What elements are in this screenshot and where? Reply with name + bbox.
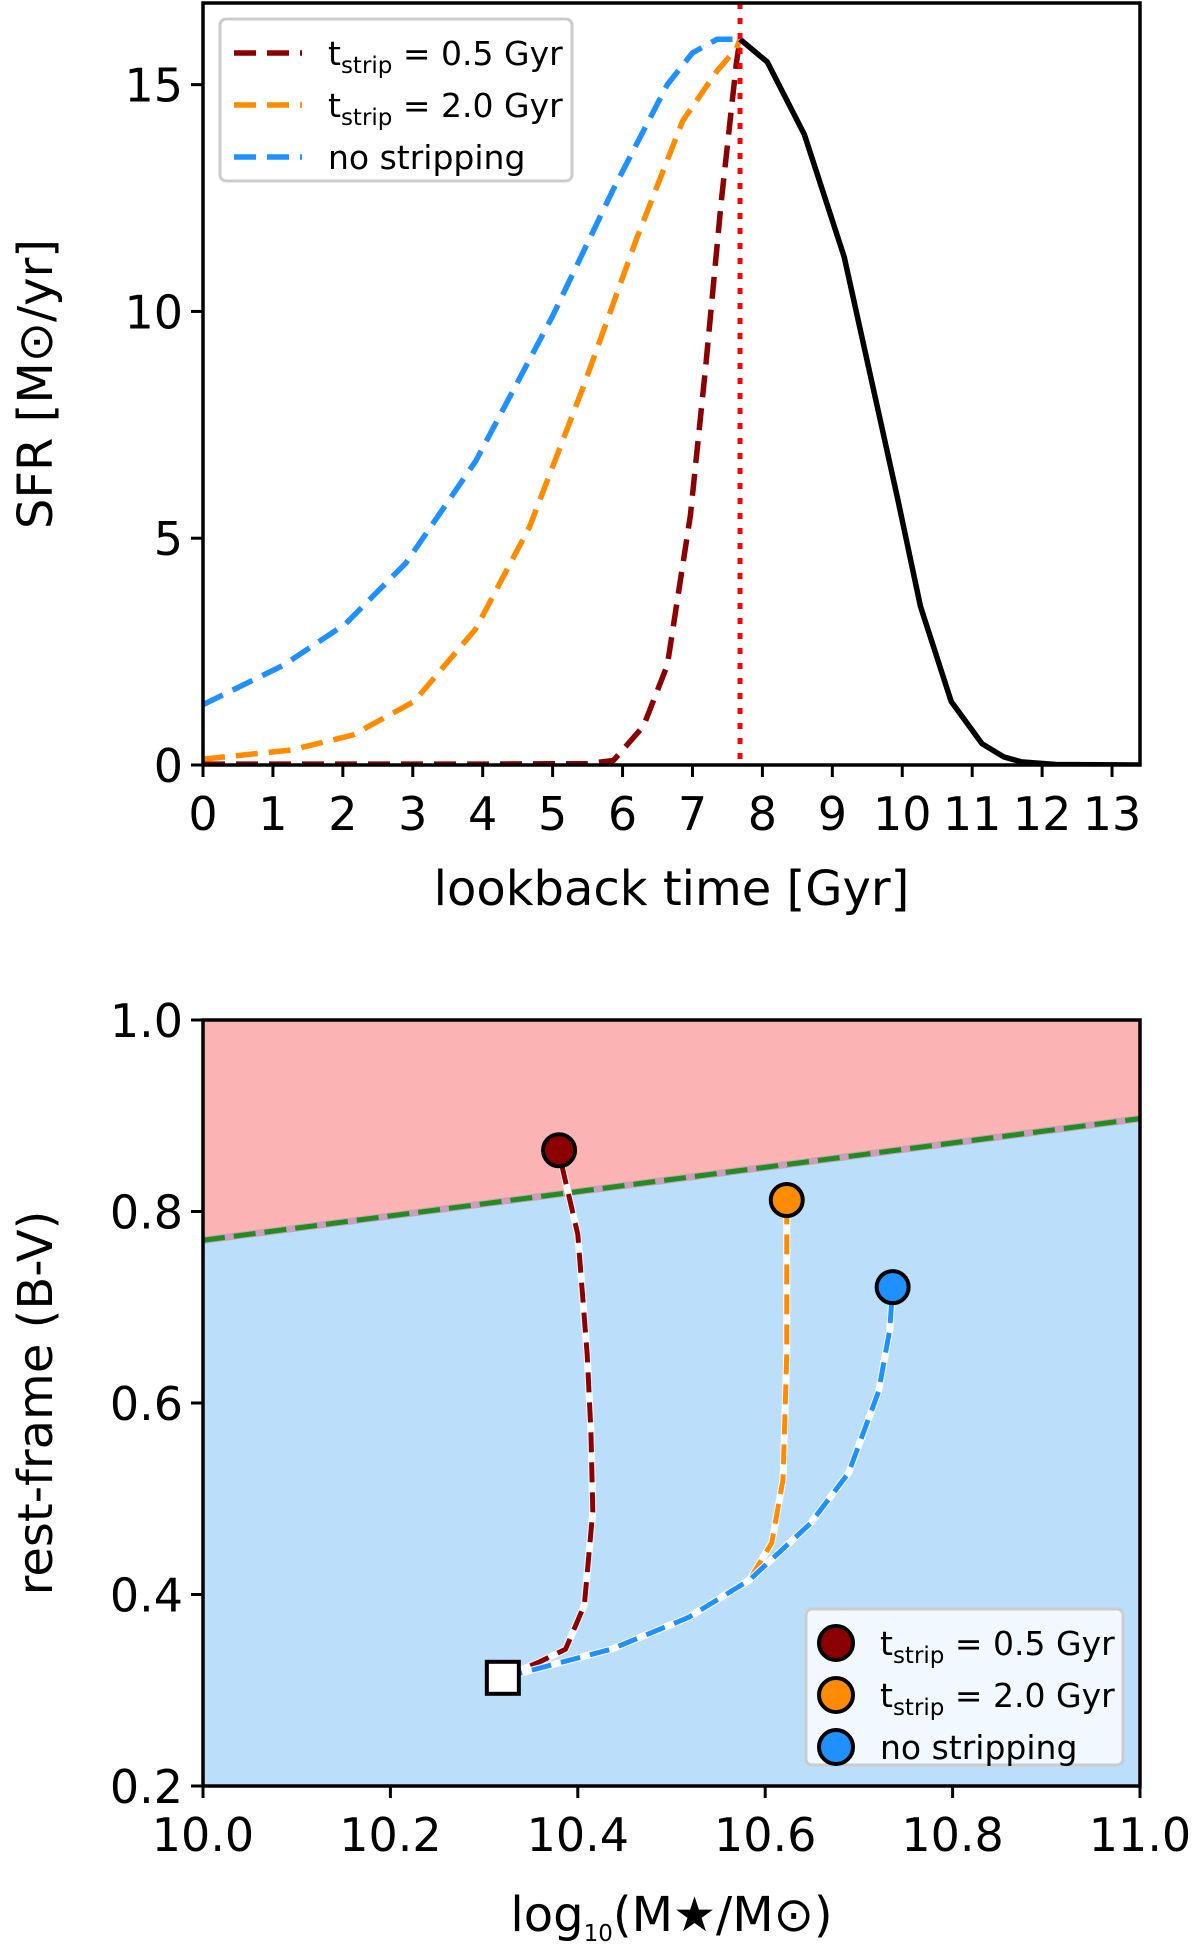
legend-marker-3 — [817, 1728, 855, 1766]
y-tick-label: 10 — [124, 285, 183, 339]
x-tick-label: 3 — [398, 787, 427, 841]
x-tick-label: 10 — [873, 787, 932, 841]
x-tick-label: 9 — [818, 787, 847, 841]
x-tick-label: 12 — [1013, 787, 1072, 841]
legend-marker-1 — [817, 1624, 855, 1662]
x-tick-label: 11 — [943, 787, 1002, 841]
x-axis-label: lookback time [Gyr] — [434, 861, 910, 917]
legend: tstrip = 0.5 Gyr tstrip = 2.0 Gyr no strip… — [804, 1607, 1125, 1767]
legend-label-3: no stripping — [880, 1728, 1077, 1767]
legend-label-2: tstrip = 2.0 Gyr — [880, 1676, 1115, 1721]
series-line-1 — [501, 1149, 596, 1681]
y-tick-label: 0.6 — [110, 1377, 183, 1431]
end-point-3 — [874, 1269, 911, 1306]
x-tick-label: 4 — [468, 787, 497, 841]
plot-area — [203, 3, 1140, 765]
y-axis-label: SFR [M⊙/yr] — [8, 239, 64, 529]
red-blue-divider-line — [203, 1116, 1140, 1243]
legend-label-1: tstrip = 0.5 Gyr — [880, 1624, 1115, 1669]
x-tick-label: 10.8 — [901, 1808, 1003, 1862]
x-tick-label: 6 — [608, 787, 637, 841]
legend-box — [804, 1607, 1125, 1767]
x-tick-label: 8 — [748, 787, 777, 841]
y-tick-label: 15 — [124, 59, 183, 113]
start-marker — [484, 1659, 521, 1696]
x-tick-label: 10.0 — [152, 1808, 254, 1862]
series-line-1 — [203, 38, 743, 765]
end-point-1 — [541, 1132, 578, 1169]
x-tick-label: 7 — [678, 787, 707, 841]
x-tick-label: 2 — [328, 787, 357, 841]
y-tick-label: 0.2 — [110, 1760, 183, 1814]
legend-box — [218, 17, 574, 183]
red-sequence-region — [203, 1020, 1140, 1241]
x-axis-label: log10(M★/M⊙) — [510, 1887, 832, 1947]
y-tick-label: 0.8 — [110, 1186, 183, 1240]
x-tick-label: 13 — [1083, 787, 1142, 841]
series-line-2 — [203, 38, 743, 762]
legend-label-3: no stripping — [328, 138, 525, 177]
x-tick-label: 0 — [188, 787, 217, 841]
x-tick-label: 1 — [258, 787, 287, 841]
series-line-2 — [502, 1200, 790, 1681]
x-tick-label: 11.0 — [1089, 1808, 1191, 1862]
y-tick-label: 1.0 — [110, 994, 183, 1048]
x-tick-label: 10.2 — [339, 1808, 441, 1862]
end-point-2 — [768, 1182, 805, 1219]
y-tick-label: 0.4 — [110, 1569, 183, 1623]
legend: tstrip = 0.5 Gyr tstrip = 2.0 Gyr no strip… — [218, 17, 574, 183]
y-tick-label: 5 — [154, 512, 183, 566]
legend-label-1: tstrip = 0.5 Gyr — [328, 34, 563, 79]
x-tick-label: 5 — [538, 787, 567, 841]
chart-panel-2: 10.0 10.2 10.4 10.6 10.8 11.0 0.2 0.4 0.6 0.8 1.0 l… — [8, 994, 1191, 1947]
series-line-3 — [502, 1286, 896, 1681]
y-axis-label: rest-frame (B-V) — [8, 1211, 64, 1596]
legend-marker-2 — [817, 1676, 855, 1714]
x-tick-label: 10.4 — [527, 1808, 629, 1862]
series-line-4 — [738, 37, 1140, 765]
axes-frame — [201, 1, 1142, 767]
x-tick-label: 10.6 — [714, 1808, 816, 1862]
series-line-3 — [203, 36, 741, 708]
legend-label-2: tstrip = 2.0 Gyr — [328, 86, 563, 131]
y-tick-label: 0 — [154, 739, 183, 793]
